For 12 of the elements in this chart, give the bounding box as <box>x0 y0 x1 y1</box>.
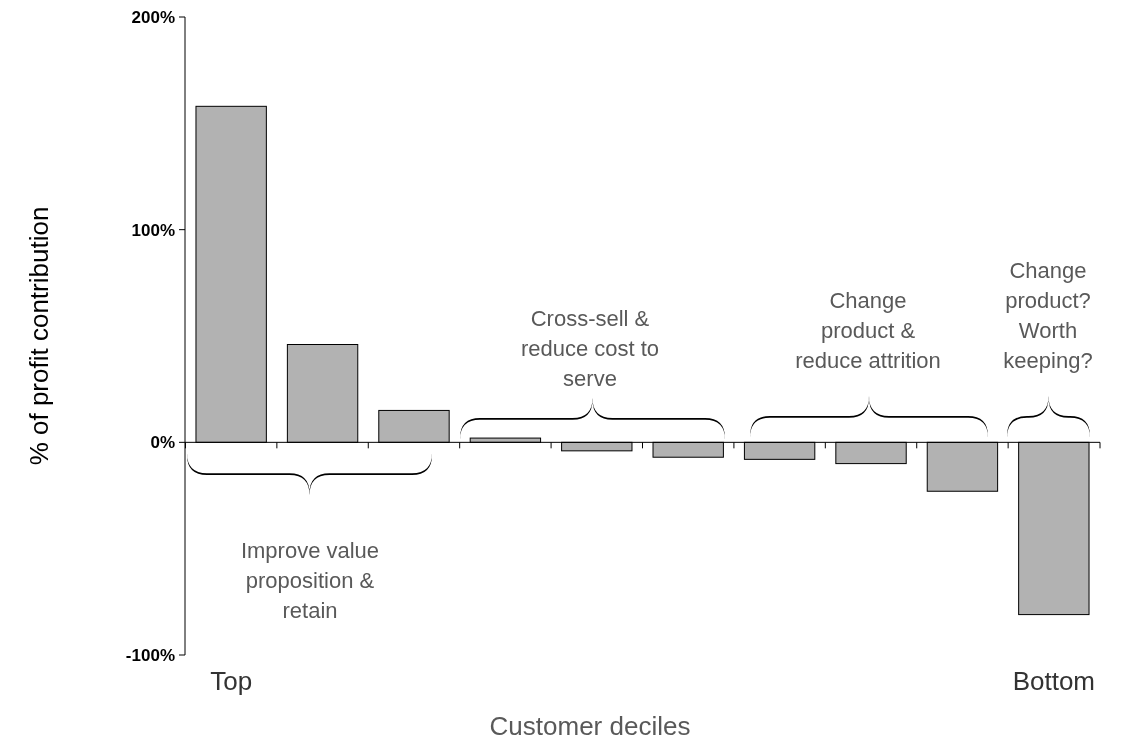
y-tick-label: -100% <box>125 645 175 665</box>
y-tick-label: 0% <box>150 433 175 453</box>
annotation: Improve value proposition & retain <box>240 538 380 623</box>
x-tick-label: Bottom <box>1012 666 1096 696</box>
x-axis-title: Customer deciles <box>489 711 691 741</box>
y-axis-title: % of profit contribution <box>24 206 54 466</box>
annotation: Cross-sell & reduce cost to serve <box>520 306 660 391</box>
annotation: Change product & reduce attrition <box>795 288 941 373</box>
y-tick-label: 200% <box>131 7 175 27</box>
annotation: Change product? Worth keeping? <box>1003 258 1093 373</box>
y-tick-label: 100% <box>131 220 175 240</box>
x-tick-label: Top <box>210 666 253 696</box>
